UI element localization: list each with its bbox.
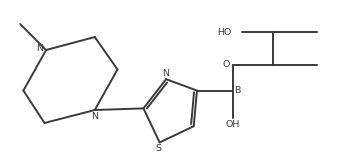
Text: S: S xyxy=(156,144,162,153)
Text: B: B xyxy=(234,86,240,95)
Text: O: O xyxy=(223,60,230,69)
Text: N: N xyxy=(91,112,98,121)
Text: N: N xyxy=(162,68,169,78)
Text: HO: HO xyxy=(218,28,232,37)
Text: N: N xyxy=(36,44,43,53)
Text: OH: OH xyxy=(225,120,240,129)
